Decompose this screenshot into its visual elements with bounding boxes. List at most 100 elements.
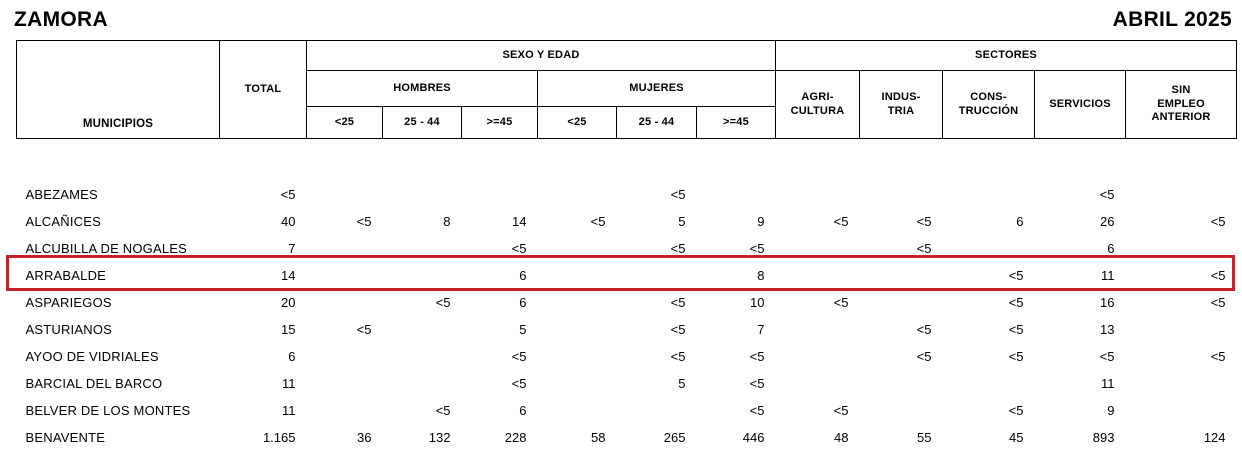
value-hombres_ge45: 6 (519, 402, 527, 418)
value-hombres_lt25 (307, 262, 383, 289)
table-row: ALCAÑICES 40 <5 8 14 <5 5 9 <5 <5 6 26 <5 (17, 208, 1237, 235)
value-sin_empleo_anterior (1126, 235, 1237, 262)
value-construccion: <5 (1008, 348, 1024, 364)
value-servicios: 16 (1100, 294, 1115, 310)
value-hombres_25_44: <5 (435, 294, 451, 310)
value-hombres_ge45: 5 (519, 321, 527, 337)
municipality-name: ASTURIANOS (25, 321, 113, 337)
header-construccion: CONS- TRUCCIÓN (942, 70, 1035, 139)
value-hombres_lt25: <5 (356, 213, 372, 229)
value-industria (860, 181, 943, 208)
value-sin_empleo_anterior: <5 (1210, 348, 1226, 364)
header-agricultura: AGRI- CULTURA (775, 70, 860, 139)
table-row: ARRABALDE 14 6 8 <5 11 <5 (17, 262, 1237, 289)
value-construccion: <5 (1008, 321, 1024, 337)
value-hombres_25_44 (383, 262, 462, 289)
value-mujeres_ge45 (697, 181, 776, 208)
unemployment-table: MUNICIPIOS TOTAL SEXO Y EDAD SECTORES HO… (16, 40, 1238, 451)
value-hombres_25_44 (383, 316, 462, 343)
value-servicios: 9 (1107, 402, 1115, 418)
value-mujeres_lt25: <5 (590, 213, 606, 229)
value-mujeres_25_44: 5 (678, 213, 686, 229)
municipality-name: ALCUBILLA DE NOGALES (25, 240, 188, 256)
value-total: 40 (281, 213, 296, 229)
value-sin_empleo_anterior (1126, 397, 1237, 424)
value-servicios: 6 (1107, 240, 1115, 256)
header-municipios: MUNICIPIOS (16, 40, 220, 139)
header-hombres-ge45: >=45 (461, 106, 538, 139)
value-agricultura (776, 343, 860, 370)
value-mujeres_ge45: 9 (757, 213, 765, 229)
value-hombres_25_44: 132 (428, 429, 451, 445)
value-sin_empleo_anterior: 124 (1203, 429, 1226, 445)
value-servicios: 893 (1092, 429, 1115, 445)
value-mujeres_ge45: 446 (742, 429, 765, 445)
value-hombres_25_44 (383, 343, 462, 370)
value-sin_empleo_anterior (1126, 370, 1237, 397)
municipality-name: ASPARIEGOS (25, 294, 112, 310)
value-servicios: 13 (1100, 321, 1115, 337)
value-construccion: 6 (1016, 213, 1024, 229)
value-industria (860, 289, 943, 316)
municipality-name: ARRABALDE (25, 267, 107, 283)
value-hombres_ge45: <5 (511, 240, 527, 256)
value-total: 7 (288, 240, 296, 256)
value-mujeres_ge45: <5 (749, 240, 765, 256)
value-hombres_lt25 (307, 181, 383, 208)
page-title: ZAMORA (14, 8, 108, 31)
value-mujeres_25_44 (617, 397, 697, 424)
value-hombres_ge45 (462, 181, 538, 208)
value-mujeres_25_44: 265 (663, 429, 686, 445)
period-label: ABRIL 2025 (1112, 8, 1232, 31)
header-servicios: SERVICIOS (1034, 70, 1126, 139)
value-sin_empleo_anterior: <5 (1210, 294, 1226, 310)
value-hombres_ge45: 6 (519, 267, 527, 283)
table-body: ABEZAMES <5 <5 <5 ALCAÑICES 40 <5 8 14 <5 5 9 <5 <5 6 2… (17, 139, 1237, 451)
value-mujeres_25_44 (617, 262, 697, 289)
value-agricultura: <5 (833, 402, 849, 418)
value-mujeres_25_44: <5 (670, 186, 686, 202)
table-header: MUNICIPIOS TOTAL SEXO Y EDAD SECTORES HO… (16, 40, 1238, 139)
value-hombres_25_44: <5 (435, 402, 451, 418)
value-mujeres_ge45: <5 (749, 375, 765, 391)
value-mujeres_ge45: <5 (749, 402, 765, 418)
value-industria (860, 397, 943, 424)
value-hombres_lt25 (307, 397, 383, 424)
value-mujeres_ge45: 10 (750, 294, 765, 310)
header-total: TOTAL (219, 40, 307, 139)
value-construccion (943, 370, 1035, 397)
value-mujeres_lt25 (538, 343, 617, 370)
value-mujeres_25_44: <5 (670, 321, 686, 337)
value-construccion: <5 (1008, 294, 1024, 310)
value-hombres_lt25 (307, 289, 383, 316)
header-mujeres-ge45: >=45 (696, 106, 776, 139)
value-mujeres_lt25 (538, 262, 617, 289)
value-construccion (943, 181, 1035, 208)
municipality-name: BARCIAL DEL BARCO (25, 375, 163, 391)
value-mujeres_lt25 (538, 181, 617, 208)
value-mujeres_lt25 (538, 397, 617, 424)
value-industria: <5 (916, 240, 932, 256)
value-hombres_ge45: <5 (511, 375, 527, 391)
value-hombres_25_44 (383, 181, 462, 208)
value-mujeres_25_44: <5 (670, 294, 686, 310)
value-mujeres_ge45: <5 (749, 348, 765, 364)
value-servicios: 11 (1101, 267, 1115, 283)
value-hombres_lt25 (307, 235, 383, 262)
table-row: ALCUBILLA DE NOGALES 7 <5 <5 <5 <5 6 (17, 235, 1237, 262)
value-sin_empleo_anterior (1126, 316, 1237, 343)
value-servicios: 11 (1101, 375, 1115, 391)
value-mujeres_lt25 (538, 370, 617, 397)
value-construccion: <5 (1008, 402, 1024, 418)
value-total: 14 (281, 267, 296, 283)
value-total: 20 (281, 294, 296, 310)
value-mujeres_ge45: 7 (757, 321, 765, 337)
value-sin_empleo_anterior: <5 (1210, 213, 1226, 229)
value-industria: 55 (917, 429, 932, 445)
value-hombres_25_44 (383, 370, 462, 397)
municipality-name: ALCAÑICES (25, 213, 101, 229)
value-industria (860, 262, 943, 289)
value-hombres_25_44 (383, 235, 462, 262)
header-hombres: HOMBRES (306, 70, 538, 107)
value-hombres_lt25: 36 (357, 429, 372, 445)
